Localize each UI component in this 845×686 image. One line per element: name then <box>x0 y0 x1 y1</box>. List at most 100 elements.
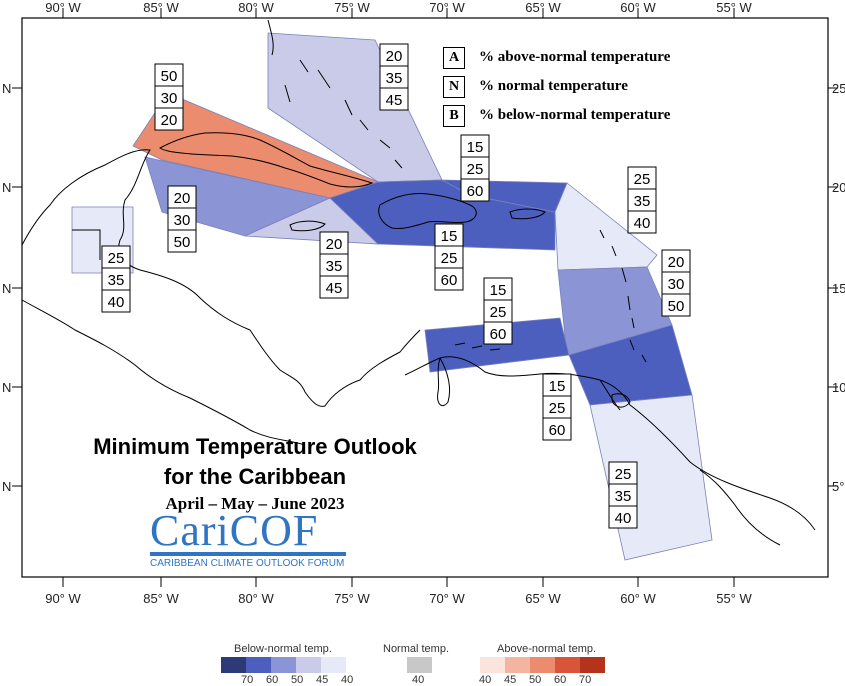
colorbar-swatch <box>271 657 296 673</box>
logo-word-part1: Cari <box>150 506 230 555</box>
prob-below: 45 <box>386 92 403 109</box>
colorbar-tick: 45 <box>316 674 329 686</box>
prob-normal: 30 <box>161 90 178 107</box>
prob-box-jamaica-south: 20 35 45 <box>319 231 349 299</box>
normal-title: Normal temp. <box>383 643 450 655</box>
lon-label: 70° W <box>429 591 465 606</box>
prob-below: 40 <box>615 510 632 527</box>
prob-box-belize: 25 35 40 <box>101 245 131 313</box>
below-normal-title: Below-normal temp. <box>234 643 332 655</box>
colorbar-tick: 40 <box>341 674 354 686</box>
title-line-2: for the Caribbean <box>163 464 347 489</box>
lon-label: 60° W <box>620 591 656 606</box>
key-row-above: A % above-normal temperature <box>443 43 670 72</box>
prob-below: 60 <box>467 183 484 200</box>
lat-label: N <box>2 479 11 494</box>
colorbar-swatch <box>530 657 555 673</box>
prob-above: 20 <box>174 190 191 207</box>
prob-above: 20 <box>326 236 343 253</box>
logo-subtitle: CARIBBEAN CLIMATE OUTLOOK FORUM <box>150 558 345 569</box>
prob-below: 60 <box>549 422 566 439</box>
map-title: Minimum Temperature Outlook for the Cari… <box>55 432 455 514</box>
prob-normal: 30 <box>668 276 685 293</box>
prob-below: 60 <box>490 326 507 343</box>
colorbar-swatch <box>580 657 605 673</box>
prob-above: 25 <box>634 171 651 188</box>
logo-wordmark: CariCOF <box>150 509 350 553</box>
colorbar-tick: 50 <box>291 674 304 686</box>
probability-key: A % above-normal temperature N % normal … <box>443 43 670 130</box>
prob-above: 15 <box>467 139 484 156</box>
key-letter: N <box>443 75 465 98</box>
normal-swatch <box>407 657 432 673</box>
probability-boxes: 20 35 45 50 30 20 15 25 60 20 30 50 <box>101 43 691 529</box>
lat-label: N <box>2 281 11 296</box>
prob-above: 50 <box>161 68 178 85</box>
lat-label: N <box>2 81 11 96</box>
colorbar-swatch <box>505 657 530 673</box>
lon-label: 65° W <box>525 0 561 15</box>
above-normal-swatches <box>480 657 605 673</box>
prob-above: 15 <box>441 228 458 245</box>
colorbar-swatch <box>221 657 246 673</box>
key-text: % below-normal temperature <box>479 107 671 123</box>
title-line-1: Minimum Temperature Outlook <box>93 434 417 459</box>
colorbar-tick: 60 <box>554 674 567 686</box>
prob-below: 40 <box>108 294 125 311</box>
prob-normal: 30 <box>174 212 191 229</box>
colorbar-tick: 40 <box>479 674 492 686</box>
prob-below: 60 <box>441 272 458 289</box>
prob-normal: 35 <box>108 272 125 289</box>
colorbar-tick: 70 <box>241 674 254 686</box>
lat-label: 25 <box>832 81 845 96</box>
above-normal-title: Above-normal temp. <box>497 643 597 655</box>
prob-below: 45 <box>326 280 343 297</box>
prob-normal: 35 <box>634 193 651 210</box>
caricof-logo: CariCOF CARIBBEAN CLIMATE OUTLOOK FORUM <box>150 509 350 569</box>
prob-below: 50 <box>668 298 685 315</box>
normal-tick: 40 <box>412 674 425 686</box>
lon-label: 85° W <box>143 0 179 15</box>
right-lat-labels: 25 20 15 10 5° <box>832 81 845 494</box>
prob-box-puerto-rico: 15 25 60 <box>434 223 464 291</box>
prob-normal: 35 <box>386 70 403 87</box>
key-text: % above-normal temperature <box>479 49 671 65</box>
prob-box-northern-leewards: 25 35 40 <box>627 166 657 234</box>
lat-label: 10 <box>832 380 845 395</box>
lon-label: 55° W <box>716 591 752 606</box>
prob-box-guianas: 25 35 40 <box>608 461 638 529</box>
prob-normal: 25 <box>490 304 507 321</box>
colorbar-swatch <box>321 657 346 673</box>
lon-label: 65° W <box>525 591 561 606</box>
prob-normal: 35 <box>326 258 343 275</box>
top-lon-labels: 90° W 85° W 80° W 75° W 70° W 65° W 60° … <box>45 0 752 15</box>
coastlines <box>21 19 816 546</box>
prob-above: 15 <box>549 378 566 395</box>
lat-label: 5° <box>832 479 844 494</box>
key-letter: B <box>443 104 465 127</box>
key-letter: A <box>443 46 465 69</box>
logo-word-part2: COF <box>229 506 319 555</box>
lon-label: 55° W <box>716 0 752 15</box>
bottom-lon-labels: 90° W 85° W 80° W 75° W 70° W 65° W 60° … <box>45 591 752 606</box>
lat-label: 15 <box>832 281 845 296</box>
prob-below: 50 <box>174 234 191 251</box>
prob-box-jamaica-cayman: 20 30 50 <box>167 185 197 253</box>
prob-above: 25 <box>615 466 632 483</box>
lon-label: 90° W <box>45 0 81 15</box>
prob-box-bahamas: 20 35 45 <box>379 43 409 111</box>
colorbar-swatch <box>246 657 271 673</box>
lon-label: 80° W <box>238 591 274 606</box>
colorbar-tick: 45 <box>504 674 517 686</box>
lon-label: 75° W <box>334 591 370 606</box>
prob-normal: 25 <box>549 400 566 417</box>
prob-normal: 25 <box>467 161 484 178</box>
prob-box-windwards: 20 30 50 <box>661 249 691 317</box>
key-row-normal: N % normal temperature <box>443 72 670 101</box>
prob-above: 20 <box>386 48 403 65</box>
lon-label: 85° W <box>143 591 179 606</box>
prob-normal: 25 <box>441 250 458 267</box>
prob-box-trinidad-tobago: 15 25 60 <box>542 373 572 441</box>
colorbar-swatch <box>555 657 580 673</box>
